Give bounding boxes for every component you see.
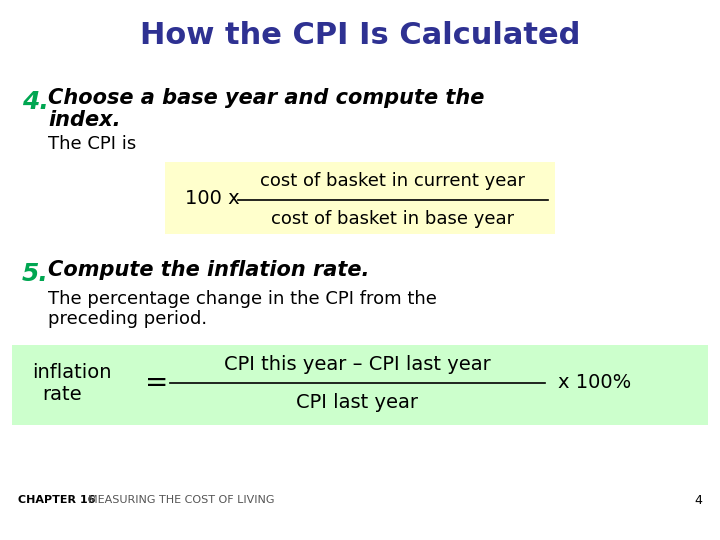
Text: 4: 4 (694, 494, 702, 507)
Text: MEASURING THE COST OF LIVING: MEASURING THE COST OF LIVING (88, 495, 274, 505)
Text: rate: rate (42, 386, 81, 404)
Text: Compute the inflation rate.: Compute the inflation rate. (48, 260, 369, 280)
Text: How the CPI Is Calculated: How the CPI Is Calculated (140, 22, 580, 51)
Text: The CPI is: The CPI is (48, 135, 136, 153)
Text: =: = (145, 369, 168, 397)
Text: 4.: 4. (22, 90, 49, 114)
Text: CHAPTER 16: CHAPTER 16 (18, 495, 96, 505)
FancyBboxPatch shape (165, 162, 555, 234)
Text: index.: index. (48, 110, 120, 130)
Text: inflation: inflation (32, 362, 112, 381)
Text: cost of basket in base year: cost of basket in base year (271, 210, 515, 228)
Text: x 100%: x 100% (558, 374, 631, 393)
Text: CPI last year: CPI last year (296, 394, 418, 413)
Text: 100 x: 100 x (185, 188, 240, 207)
Text: cost of basket in current year: cost of basket in current year (261, 172, 526, 190)
Text: The percentage change in the CPI from the: The percentage change in the CPI from th… (48, 290, 437, 308)
Text: preceding period.: preceding period. (48, 310, 207, 328)
Text: 5.: 5. (22, 262, 49, 286)
Text: CPI this year – CPI last year: CPI this year – CPI last year (224, 354, 490, 374)
Text: Choose a base year and compute the: Choose a base year and compute the (48, 88, 485, 108)
FancyBboxPatch shape (12, 345, 708, 425)
